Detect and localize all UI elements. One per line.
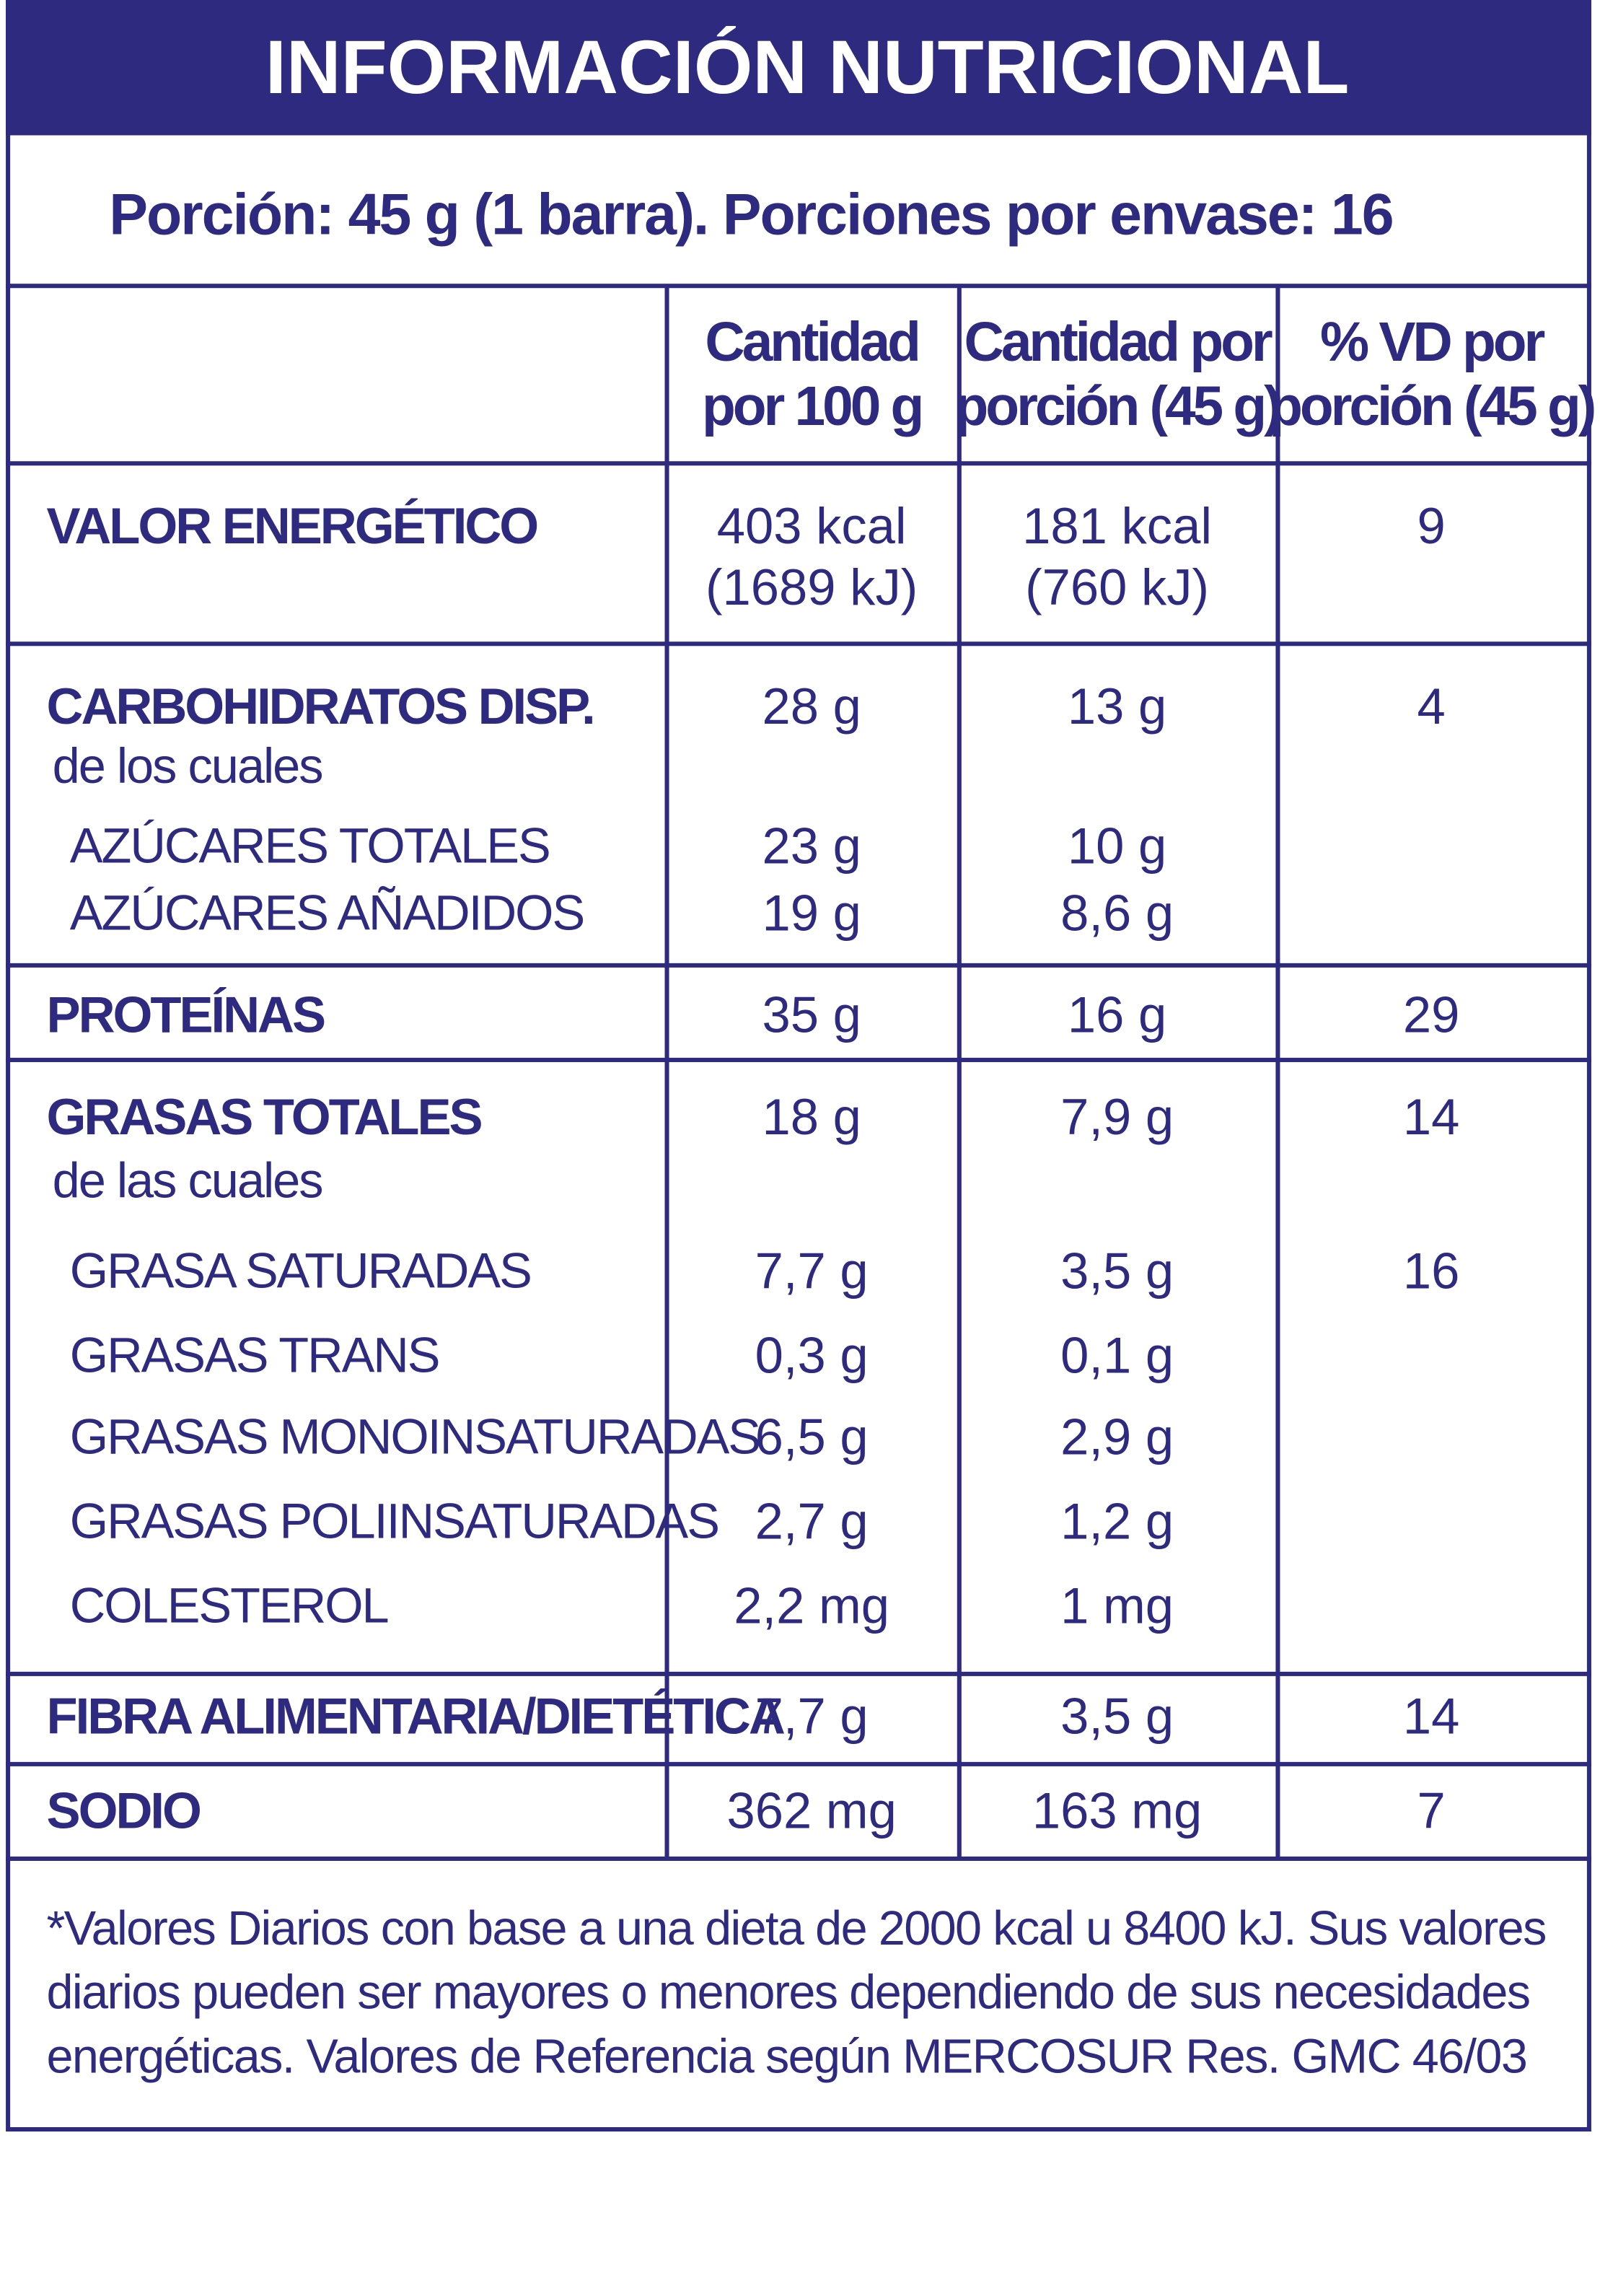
title-bar: [6, 0, 1591, 136]
value: 0,3 g: [755, 1327, 869, 1385]
column-rule: [957, 286, 962, 1858]
value: 16 g: [1067, 987, 1167, 1044]
column-header: por 100 g: [701, 377, 924, 438]
value: 10 g: [1067, 818, 1167, 875]
value: 3,5 g: [1060, 1688, 1174, 1745]
row-rule: [6, 284, 1591, 289]
value: 14: [1402, 1688, 1460, 1745]
footnote: diarios pueden ser mayores o menores dep…: [46, 1965, 1531, 2019]
row-rule: [6, 963, 1591, 968]
sub-label: GRASAS TRANS: [69, 1328, 441, 1384]
sub-label: COLESTEROL: [69, 1578, 390, 1634]
row-rule: [6, 1671, 1591, 1676]
value: 14: [1402, 1089, 1460, 1146]
row-rule: [6, 461, 1591, 466]
value: 4: [1417, 678, 1446, 736]
value: 23 g: [762, 818, 861, 875]
nutrient-label: SODIO: [46, 1783, 202, 1840]
value: (1689 kJ): [706, 559, 918, 616]
row-rule: [6, 1761, 1591, 1766]
title: INFORMACIÓN NUTRICIONAL: [265, 26, 1350, 111]
value: 2,2 mg: [734, 1577, 890, 1635]
nutrient-label: GRASAS TOTALES: [46, 1089, 483, 1146]
footnote: energéticas. Valores de Referencia según…: [46, 2028, 1528, 2083]
column-header: porción (45 g): [954, 377, 1283, 438]
sub-label: de las cuales: [52, 1154, 324, 1209]
value: 7,9 g: [1060, 1089, 1174, 1146]
nutrient-label: VALOR ENERGÉTICO: [46, 498, 540, 556]
sub-label: GRASA SATURADAS: [69, 1244, 532, 1300]
sub-label: AZÚCARES TOTALES: [69, 819, 551, 875]
sub-label: AZÚCARES AÑADIDOS: [69, 885, 585, 942]
value: 13 g: [1067, 678, 1167, 736]
value: 1 mg: [1060, 1577, 1174, 1635]
value: 2,9 g: [1060, 1408, 1174, 1466]
value: 19 g: [762, 885, 861, 942]
nutrient-label: CARBOHIDRATOS DISP.: [46, 678, 596, 736]
column-header: % VD por: [1319, 312, 1545, 374]
value: 16: [1402, 1243, 1460, 1300]
sub-label: de los cuales: [52, 739, 324, 794]
value: 9: [1417, 498, 1446, 556]
value: 6,5 g: [755, 1408, 869, 1466]
value: 181 kcal: [1022, 498, 1213, 556]
column-rule: [664, 286, 669, 1858]
value: 362 mg: [726, 1783, 897, 1840]
value: 35 g: [762, 987, 861, 1044]
value: 3,5 g: [1060, 1243, 1174, 1300]
column-rule: [1275, 286, 1280, 1858]
value: 1,2 g: [1060, 1493, 1174, 1551]
row-rule: [6, 1856, 1591, 1861]
value: 163 mg: [1032, 1783, 1203, 1840]
footnote: *Valores Diarios con base a una dieta de…: [46, 1901, 1547, 1955]
serving: Porción: 45 g (1 barra). Porciones por e…: [109, 183, 1394, 247]
column-header: porción (45 g): [1269, 377, 1596, 438]
sub-label: GRASAS MONOINSATURADAS: [69, 1409, 761, 1465]
column-header: Cantidad por: [964, 312, 1273, 374]
value: 28 g: [762, 678, 861, 736]
sub-label: GRASAS POLIINSATURADAS: [69, 1494, 720, 1550]
nutrient-label: PROTEÍNAS: [46, 987, 327, 1044]
value: 29: [1402, 987, 1460, 1044]
value: 7,7 g: [755, 1243, 869, 1300]
row-rule: [6, 1057, 1591, 1062]
value: 7,7 g: [755, 1688, 869, 1745]
nutrient-label: FIBRA ALIMENTARIA/DIETÉTICA: [46, 1688, 786, 1745]
value: 403 kcal: [716, 498, 907, 556]
row-rule: [6, 641, 1591, 647]
value: 0,1 g: [1060, 1327, 1174, 1385]
value: 7: [1417, 1783, 1446, 1840]
value: 8,6 g: [1060, 885, 1174, 942]
value: (760 kJ): [1025, 559, 1210, 616]
value: 2,7 g: [755, 1493, 869, 1551]
column-header: Cantidad: [705, 312, 921, 374]
value: 18 g: [762, 1089, 861, 1146]
